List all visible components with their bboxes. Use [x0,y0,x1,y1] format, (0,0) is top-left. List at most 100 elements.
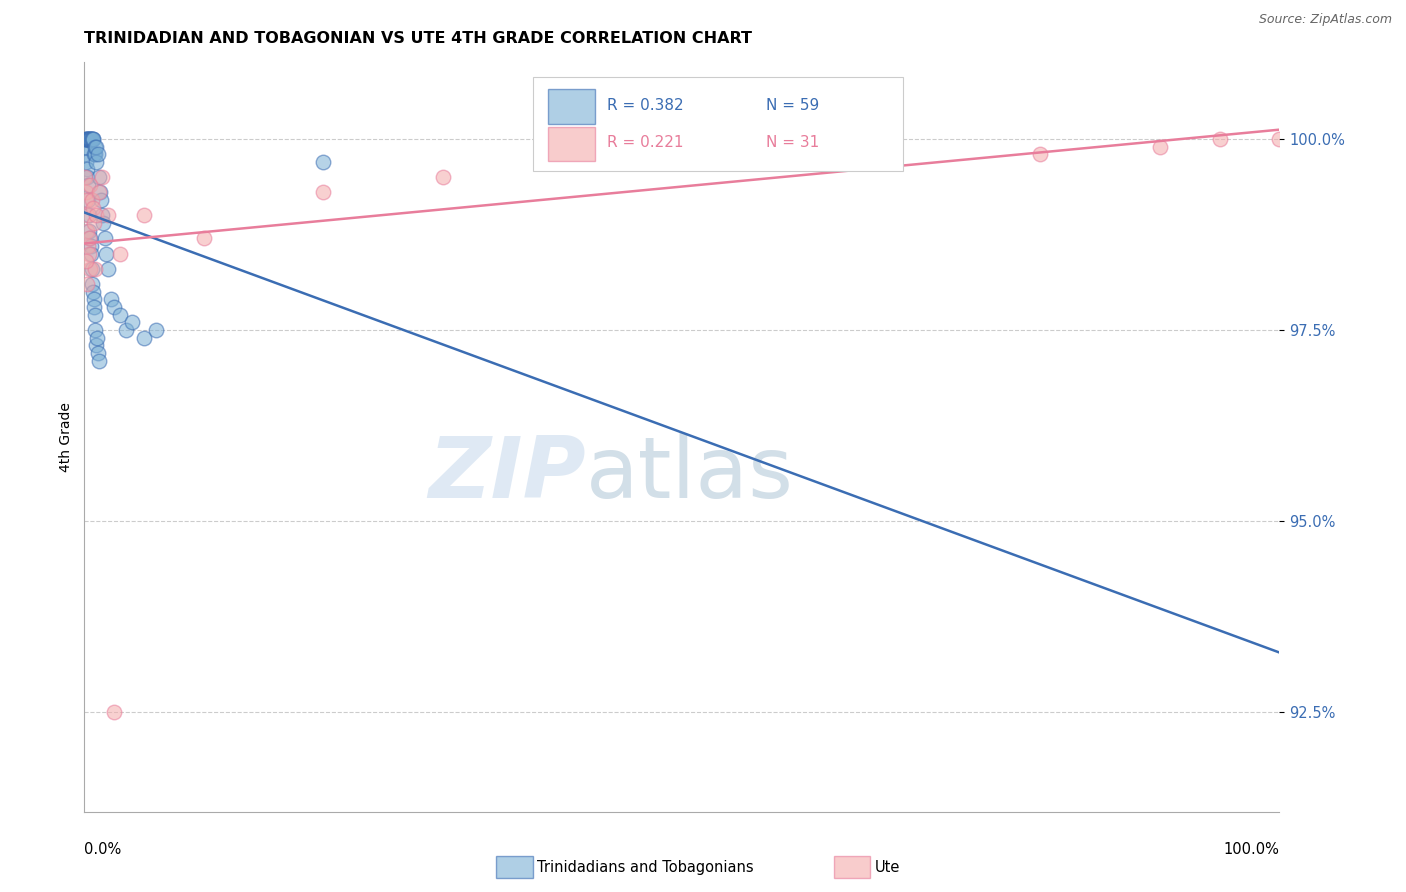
Text: atlas: atlas [586,433,794,516]
Point [110,308,132,322]
Point [76,132,98,146]
Point [1209,132,1232,146]
Point [103,706,125,720]
Point [97,208,120,222]
Point [132,208,156,222]
Point [121,315,143,329]
Point [73,170,96,185]
Point [90,193,112,207]
Point [1268,132,1291,146]
Point [76,132,98,146]
Point [76,162,98,177]
Text: ZIP: ZIP [429,433,586,516]
Point [73,147,96,161]
Point [76,170,98,185]
Point [77,132,100,146]
Text: R = 0.221: R = 0.221 [606,135,683,150]
Point [83,147,105,161]
Point [75,139,97,153]
Point [87,170,110,185]
Point [110,246,132,260]
Point [432,170,454,185]
FancyBboxPatch shape [548,89,595,124]
Point [80,132,103,146]
Point [77,239,100,253]
Point [86,331,108,345]
Point [79,231,101,245]
Text: N = 59: N = 59 [766,97,818,112]
Point [80,261,103,276]
Point [671,154,693,169]
Point [115,323,138,337]
Point [75,254,97,268]
Point [75,154,97,169]
Point [82,132,104,146]
Point [97,261,120,276]
Point [132,331,156,345]
Point [87,186,110,200]
Text: N = 31: N = 31 [766,135,818,150]
Point [193,231,215,245]
Point [77,193,100,207]
Point [82,132,104,146]
Point [80,246,103,260]
Point [75,186,97,200]
Point [86,147,108,161]
Point [84,139,107,153]
Point [103,300,125,314]
Point [79,239,101,253]
Point [82,285,104,299]
Y-axis label: 4th Grade: 4th Grade [59,402,73,472]
Point [83,293,105,307]
Point [76,224,98,238]
Point [80,193,103,207]
Point [76,277,98,292]
Text: TRINIDADIAN AND TOBAGONIAN VS UTE 4TH GRADE CORRELATION CHART: TRINIDADIAN AND TOBAGONIAN VS UTE 4TH GR… [84,31,752,46]
Point [83,147,105,161]
Point [76,178,98,192]
Point [312,186,335,200]
Point [77,246,100,260]
Point [77,208,100,222]
Point [145,323,167,337]
Point [100,293,122,307]
Text: Trinidadians and Tobagonians: Trinidadians and Tobagonians [537,860,754,874]
Point [79,261,101,276]
Point [84,338,107,352]
Point [93,216,115,230]
Point [82,132,104,146]
Point [1029,147,1052,161]
Point [1149,139,1171,153]
Point [79,132,101,146]
Point [86,208,108,222]
Point [84,261,107,276]
Point [77,132,100,146]
Point [93,231,115,245]
Point [83,300,105,314]
Point [82,277,104,292]
Point [91,208,114,222]
Point [94,246,117,260]
Point [84,323,107,337]
Point [86,154,108,169]
Point [77,231,100,245]
Point [83,308,105,322]
Point [77,132,100,146]
Point [75,132,97,146]
FancyBboxPatch shape [548,127,595,161]
Point [89,353,111,368]
Point [91,170,114,185]
Text: 0.0%: 0.0% [84,842,121,856]
Point [79,224,101,238]
Text: Source: ZipAtlas.com: Source: ZipAtlas.com [1258,13,1392,27]
Text: 100.0%: 100.0% [1223,842,1279,856]
Point [83,216,105,230]
Point [79,132,101,146]
Point [79,178,101,192]
Point [75,193,97,207]
Point [87,346,110,360]
Point [80,132,103,146]
Point [84,139,107,153]
FancyBboxPatch shape [533,78,903,171]
Text: Ute: Ute [875,860,900,874]
